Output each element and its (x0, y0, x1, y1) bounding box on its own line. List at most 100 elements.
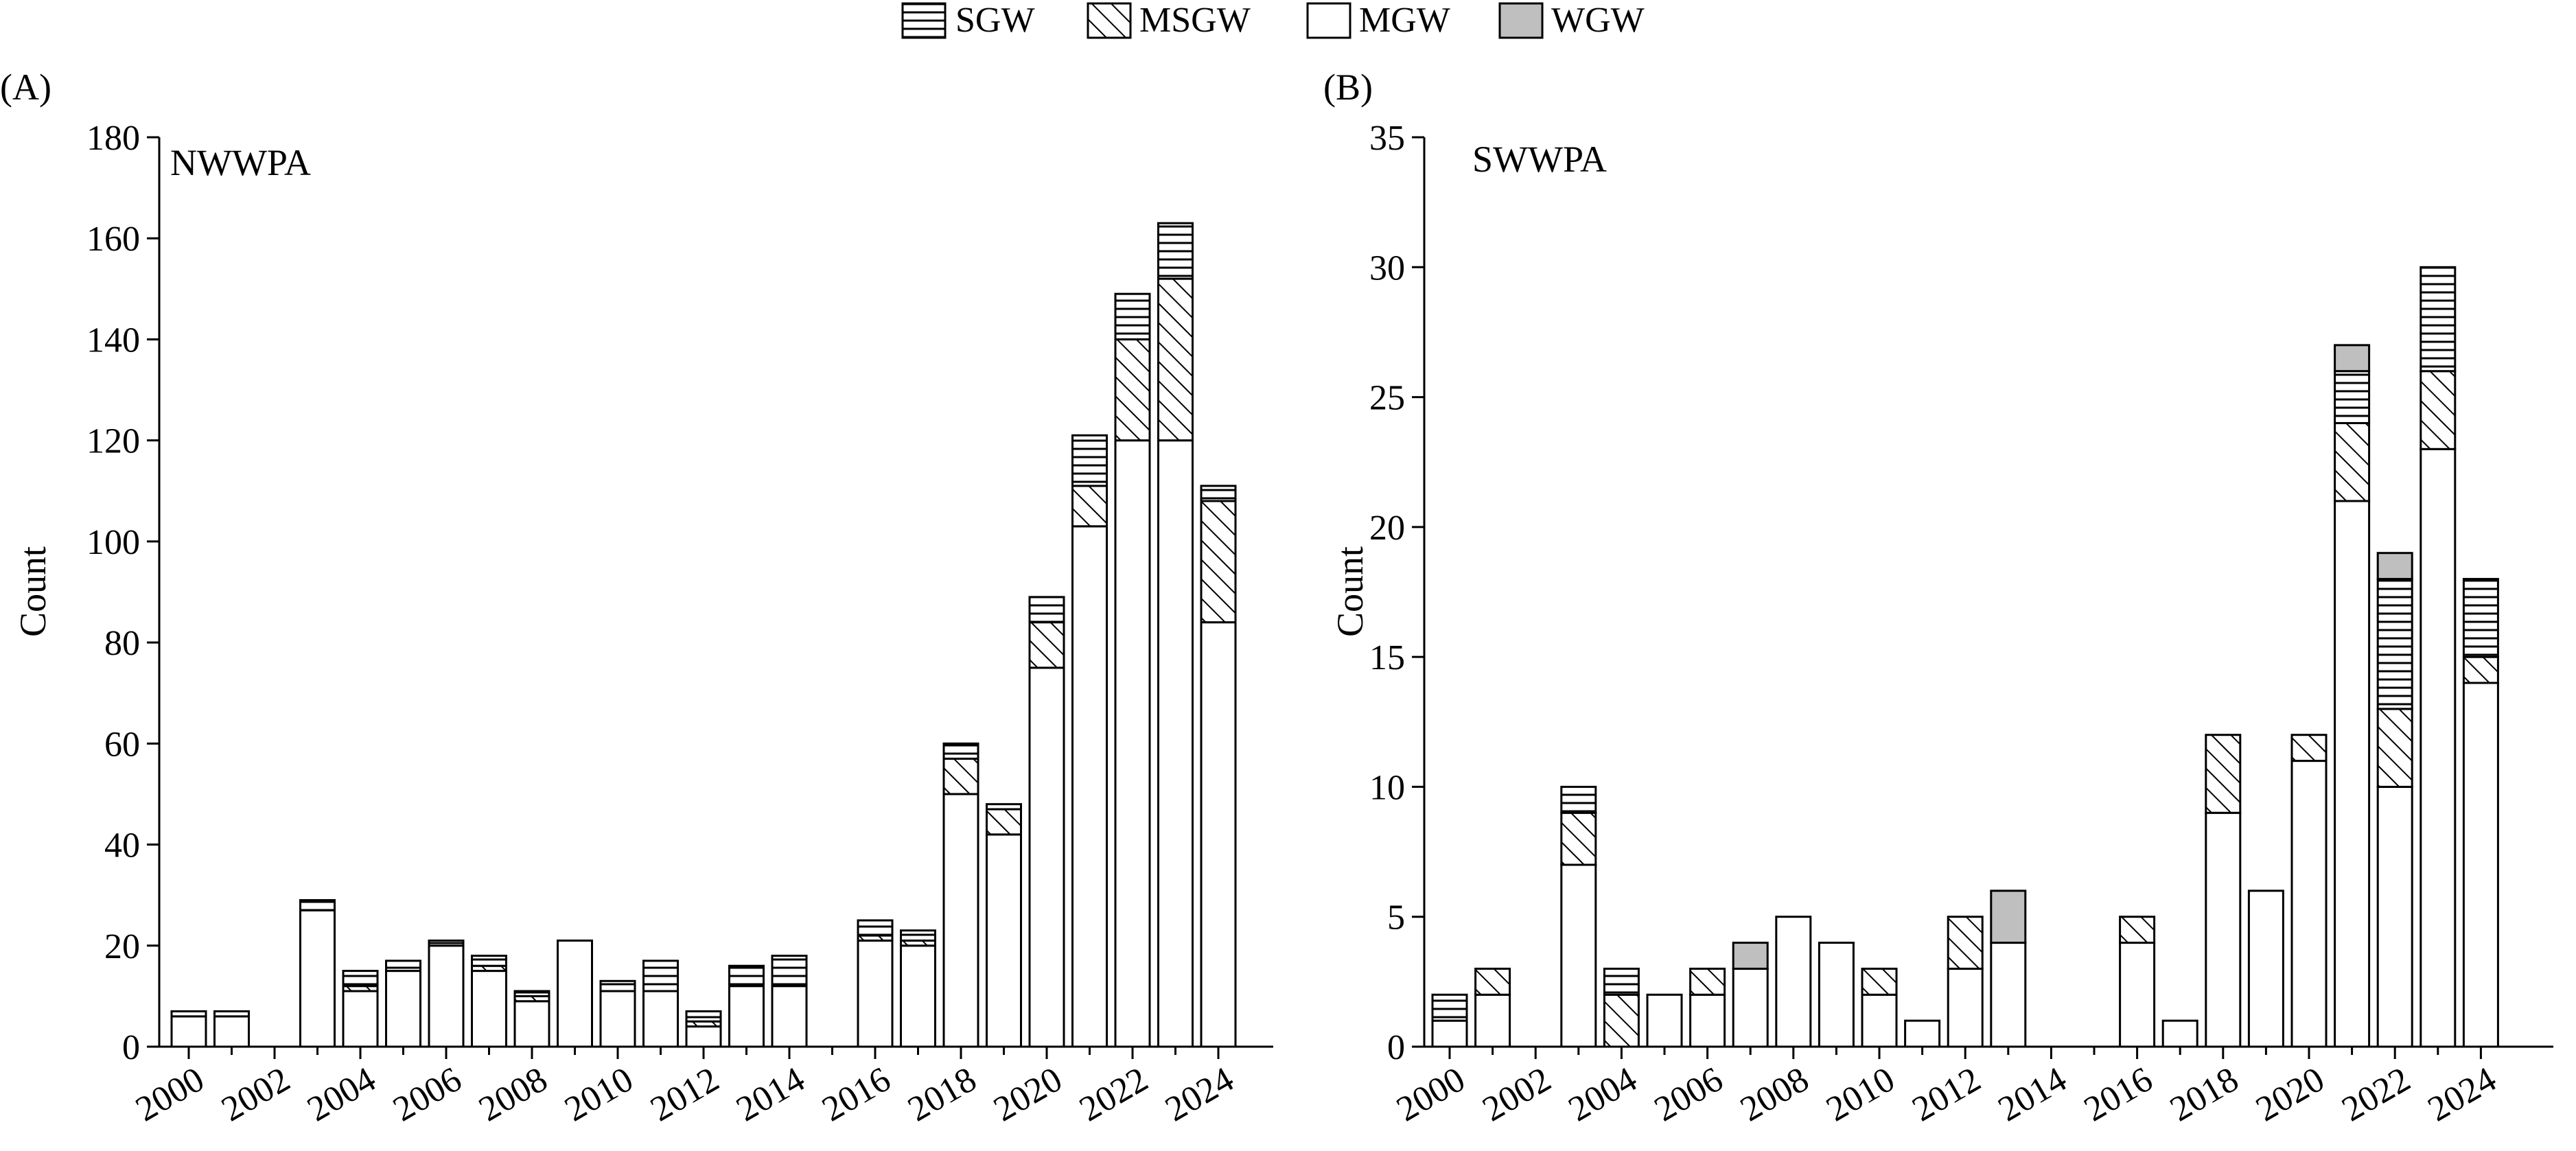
x-tick-label-2024: 2024 (2422, 1060, 2503, 1129)
panel-a-title: NWWPA (170, 142, 311, 183)
bar-segment-sgw-2003 (299, 899, 336, 911)
y-tick-label-5: 5 (1387, 898, 1405, 938)
bar-segment-mgw-2011 (1904, 1019, 1941, 1048)
bar-stack-2018 (2205, 734, 2242, 1048)
bar-segment-mgw-2017 (2161, 1019, 2198, 1048)
bar-segment-msgw-2021 (2334, 421, 2371, 502)
bar-segment-sgw-2001 (213, 1010, 250, 1018)
y-tick-label-160: 160 (86, 220, 140, 259)
bar-segment-mgw-2020 (1028, 666, 1065, 1048)
legend-label-msgw: MSGW (1139, 1, 1251, 40)
bar-segment-mgw-2009 (557, 939, 593, 1048)
bar-segment-msgw-2004 (1603, 993, 1640, 1048)
bar-segment-msgw-2006 (1689, 967, 1726, 996)
x-tick-label-2004: 2004 (301, 1060, 382, 1129)
bar-segment-mgw-2016 (857, 939, 894, 1048)
bar-segment-sgw-2005 (385, 960, 421, 973)
legend: SGW MSGW MGW WGW (901, 1, 1645, 40)
panel-b-ylabel: Count (1330, 546, 1371, 637)
bar-segment-wgw-2013 (1990, 890, 2027, 944)
bar-segment-sgw-2010 (599, 979, 636, 992)
panel-a-bars (170, 222, 1237, 1048)
legend-swatch-sgw (901, 2, 947, 39)
bar-segment-mgw-2005 (385, 970, 421, 1048)
bar-segment-mgw-2022 (2376, 785, 2413, 1048)
bar-segment-mgw-2005 (1646, 993, 1683, 1048)
bar-stack-2005 (385, 960, 421, 1048)
bar-segment-msgw-2010 (1861, 967, 1898, 996)
bar-segment-mgw-2019 (2247, 890, 2284, 1048)
bar-segment-sgw-2023 (1157, 222, 1194, 280)
x-tick-label-2022: 2022 (2336, 1060, 2417, 1129)
bar-stack-2004 (342, 970, 379, 1048)
bar-segment-msgw-2020 (1028, 621, 1065, 669)
y-tick-label-180: 180 (86, 119, 140, 158)
bar-stack-2019 (2247, 890, 2284, 1048)
panel-b-label: (B) (1323, 67, 1373, 108)
bar-segment-mgw-2013 (1990, 942, 2027, 1048)
bar-segment-msgw-2018 (942, 757, 979, 795)
y-tick-label-25: 25 (1369, 379, 1405, 418)
legend-item-sgw: SGW (901, 1, 1035, 40)
bar-segment-sgw-2020 (1028, 596, 1065, 624)
bar-stack-2020 (1028, 596, 1065, 1048)
y-tick-label-40: 40 (104, 826, 140, 865)
x-tick-label-2012: 2012 (644, 1060, 726, 1129)
x-tick-label-2006: 2006 (1648, 1060, 1730, 1129)
bar-stack-2003 (299, 899, 336, 1048)
legend-item-wgw: WGW (1498, 1, 1645, 40)
bar-segment-sgw-2003 (1560, 785, 1597, 814)
x-tick-label-2006: 2006 (386, 1060, 468, 1129)
x-tick-label-2002: 2002 (1476, 1060, 1558, 1129)
bar-segment-mgw-2007 (471, 970, 507, 1048)
bar-segment-sgw-2021 (2334, 370, 2371, 424)
bar-segment-mgw-2011 (642, 990, 679, 1048)
bar-segment-mgw-2023 (2420, 447, 2457, 1048)
y-tick-label-20: 20 (104, 927, 140, 966)
legend-label-mgw: MGW (1359, 1, 1450, 40)
bar-stack-2018 (942, 742, 979, 1048)
x-tick-label-2008: 2008 (1734, 1060, 1815, 1129)
bar-segment-sgw-2017 (900, 929, 936, 942)
bar-segment-sgw-2014 (771, 955, 808, 988)
bar-segment-mgw-2012 (1947, 967, 1984, 1048)
bar-segment-sgw-2004 (1603, 967, 1640, 996)
x-tick-label-2012: 2012 (1906, 1060, 1988, 1129)
bar-segment-msgw-2001 (1474, 967, 1511, 996)
bar-segment-mgw-2001 (1474, 993, 1511, 1048)
bar-stack-2009 (557, 939, 593, 1048)
legend-swatch-mgw (1306, 2, 1351, 39)
x-tick-label-2018: 2018 (901, 1060, 983, 1129)
bar-stack-2024 (2462, 578, 2499, 1048)
x-tick-label-2014: 2014 (1992, 1060, 2074, 1129)
bar-segment-msgw-2016 (2119, 916, 2156, 944)
bar-segment-wgw-2007 (1732, 942, 1769, 970)
x-tick-label-2014: 2014 (730, 1060, 811, 1129)
panel-a-label: (A) (0, 67, 51, 108)
y-tick-label-15: 15 (1369, 638, 1405, 677)
bar-stack-2016 (857, 919, 894, 1048)
bar-segment-sgw-2000 (170, 1010, 207, 1018)
bar-stack-2006 (1689, 967, 1726, 1048)
bar-segment-sgw-2006 (428, 939, 465, 947)
x-tick-label-2020: 2020 (2249, 1060, 2331, 1129)
x-tick-label-2018: 2018 (2163, 1060, 2245, 1129)
bar-segment-mgw-2012 (685, 1025, 722, 1048)
x-tick-label-2024: 2024 (1159, 1060, 1240, 1129)
bar-segment-mgw-2003 (1560, 863, 1597, 1048)
bar-segment-sgw-2019 (986, 803, 1022, 811)
bar-stack-2014 (771, 955, 808, 1048)
bar-stack-2005 (1646, 993, 1683, 1048)
bar-segment-mgw-2007 (1732, 967, 1769, 1048)
bar-stack-2024 (1200, 485, 1237, 1048)
bar-stack-2001 (1474, 967, 1511, 1048)
bar-segment-mgw-2018 (942, 793, 979, 1048)
bar-stack-2017 (2161, 1019, 2198, 1048)
bar-segment-sgw-2024 (2462, 578, 2499, 658)
bar-segment-mgw-2009 (1818, 942, 1855, 1048)
bar-stack-2007 (1732, 942, 1769, 1048)
bar-stack-2012 (1947, 916, 1984, 1048)
bar-stack-2000 (170, 1010, 207, 1048)
x-tick-label-2010: 2010 (558, 1060, 640, 1129)
